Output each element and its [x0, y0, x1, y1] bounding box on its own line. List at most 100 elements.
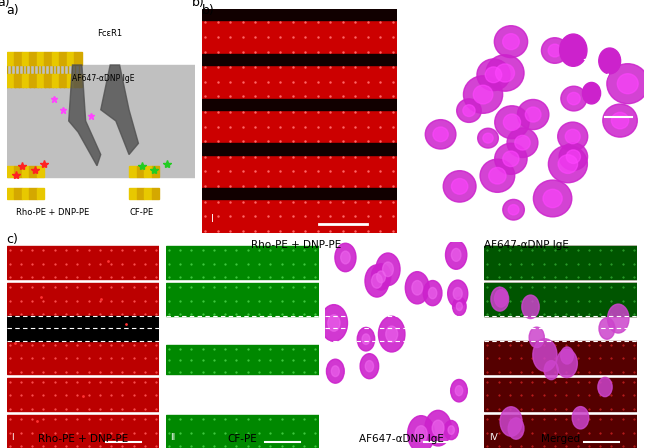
Circle shape [328, 315, 340, 331]
Bar [202, 20, 396, 54]
Circle shape [443, 171, 476, 202]
Text: IV: IV [489, 433, 498, 442]
Bar [36, 74, 44, 87]
Text: a): a) [0, 0, 10, 9]
Circle shape [445, 241, 467, 269]
Bar [484, 283, 637, 316]
Bar [6, 166, 14, 177]
Bar [129, 166, 136, 177]
Circle shape [341, 251, 350, 264]
Circle shape [433, 127, 448, 142]
Bar [67, 74, 74, 87]
Circle shape [558, 122, 588, 151]
Circle shape [541, 38, 568, 63]
Text: Merged: Merged [541, 434, 580, 444]
Circle shape [425, 120, 456, 149]
Bar [151, 188, 159, 199]
Circle shape [432, 420, 444, 436]
Circle shape [451, 179, 468, 194]
Bar [202, 65, 396, 99]
Circle shape [408, 416, 435, 448]
Bar [484, 415, 637, 448]
Circle shape [444, 421, 458, 439]
Circle shape [326, 359, 344, 383]
Circle shape [457, 99, 481, 122]
Circle shape [377, 271, 385, 283]
Circle shape [365, 265, 389, 297]
Polygon shape [101, 65, 138, 155]
Circle shape [558, 155, 578, 173]
Circle shape [358, 327, 374, 351]
Circle shape [406, 271, 429, 304]
Circle shape [618, 74, 638, 94]
Bar [166, 246, 318, 279]
Circle shape [451, 249, 461, 261]
Circle shape [556, 349, 577, 378]
Bar [6, 415, 159, 448]
Circle shape [502, 151, 519, 167]
Circle shape [415, 426, 427, 442]
Text: b): b) [202, 4, 214, 17]
Text: I: I [11, 433, 14, 442]
Text: FcεR1: FcεR1 [98, 29, 123, 38]
Circle shape [376, 253, 400, 285]
Circle shape [566, 129, 580, 144]
Bar [484, 341, 637, 374]
Circle shape [567, 92, 580, 105]
Bar [59, 52, 67, 65]
Circle shape [335, 243, 356, 271]
Circle shape [522, 295, 540, 319]
Circle shape [599, 48, 621, 74]
Circle shape [507, 128, 538, 158]
Bar [36, 52, 44, 65]
Bar [21, 52, 29, 65]
Bar [6, 65, 195, 177]
Bar [36, 166, 44, 177]
Circle shape [485, 67, 502, 83]
Bar [36, 188, 44, 199]
Circle shape [608, 304, 629, 333]
Circle shape [448, 426, 454, 435]
Bar [74, 74, 82, 87]
Circle shape [428, 288, 437, 299]
Bar [44, 74, 52, 87]
Bar [166, 345, 318, 374]
Circle shape [372, 274, 382, 288]
Bar [6, 246, 159, 279]
Bar [144, 188, 151, 199]
Bar [6, 74, 14, 87]
Bar [14, 52, 21, 65]
Bar [136, 166, 144, 177]
Bar [6, 188, 14, 199]
Circle shape [332, 366, 339, 377]
Bar [484, 378, 637, 411]
Circle shape [453, 288, 462, 300]
Circle shape [561, 347, 573, 364]
Circle shape [456, 302, 462, 310]
Circle shape [494, 26, 528, 58]
Circle shape [500, 407, 522, 436]
Bar [6, 283, 159, 316]
Bar [6, 316, 159, 341]
Text: III: III [421, 214, 430, 224]
Circle shape [495, 143, 527, 174]
Circle shape [365, 361, 374, 372]
Circle shape [495, 64, 515, 82]
Circle shape [572, 407, 589, 429]
Circle shape [450, 379, 467, 402]
Polygon shape [69, 65, 101, 166]
Circle shape [360, 353, 379, 379]
Bar [59, 74, 67, 87]
Circle shape [463, 76, 502, 113]
Circle shape [598, 377, 612, 396]
Bar [52, 74, 59, 87]
Circle shape [503, 199, 525, 220]
Bar [151, 166, 159, 177]
Circle shape [320, 305, 348, 341]
Circle shape [383, 262, 393, 276]
Bar [202, 54, 396, 65]
Text: Rho-PE + DNP-PE: Rho-PE + DNP-PE [38, 434, 128, 444]
Bar [21, 188, 29, 199]
Circle shape [448, 280, 468, 307]
Text: AF647-αDNP IgE: AF647-αDNP IgE [484, 240, 569, 250]
